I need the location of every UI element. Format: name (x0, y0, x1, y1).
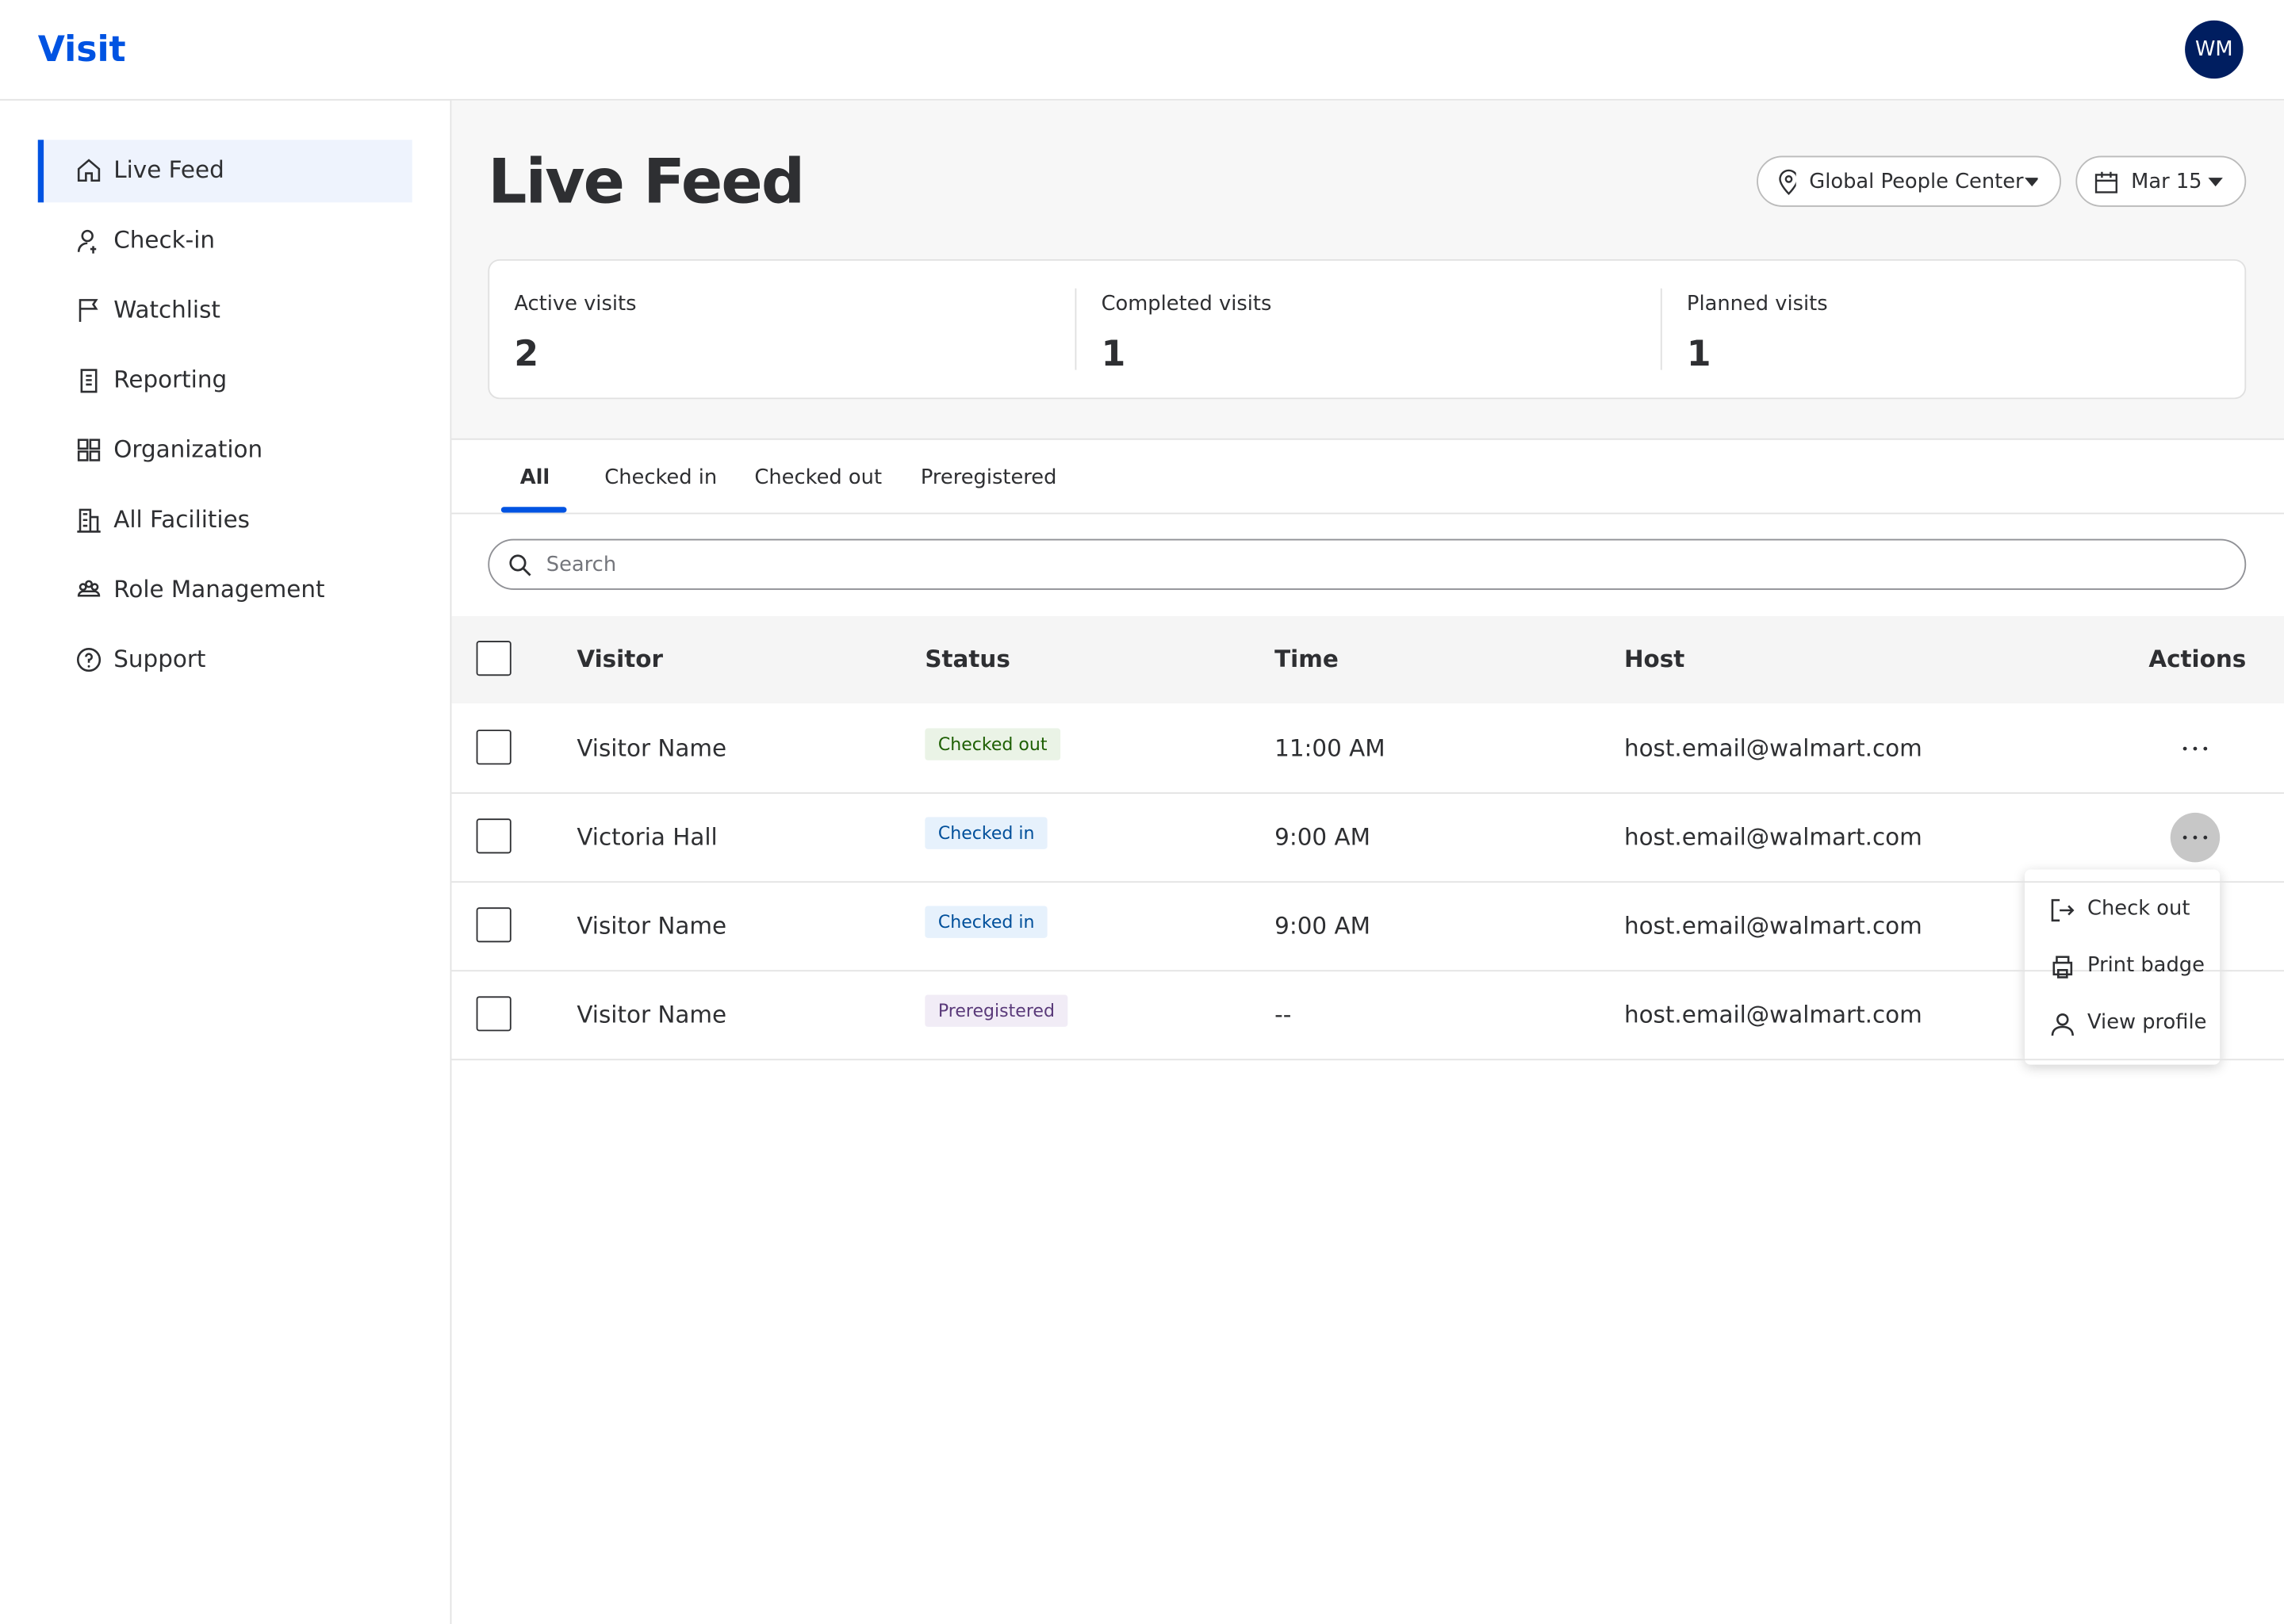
search-placeholder: Search (546, 553, 617, 576)
location-text: Global People Center (1809, 169, 2024, 193)
host-email: host.email@walmart.com (1623, 822, 1922, 851)
nav-item[interactable]: Watchlist (113, 295, 220, 324)
table-header-cell: Visitor (577, 645, 663, 673)
stats-card (488, 259, 2247, 400)
visitor-name: Visitor Name (577, 1000, 727, 1028)
nav-icon (76, 437, 102, 465)
nav-item[interactable]: Live Feed (113, 155, 224, 184)
search-box[interactable]: Search (488, 538, 2247, 590)
avatar[interactable]: WM (2185, 20, 2244, 79)
select-all-checkbox[interactable] (476, 641, 512, 676)
row-checkbox[interactable] (476, 730, 512, 765)
tab[interactable]: Checked out (754, 465, 883, 490)
date-filter[interactable]: Mar 15 (2075, 155, 2247, 207)
table-header-cell: Time (1274, 645, 1339, 673)
stat-label: Planned visits (1686, 293, 1828, 316)
visit-time: -- (1274, 1000, 1292, 1028)
calendar-icon (2094, 170, 2117, 193)
nav-icon (76, 647, 102, 675)
status-text: Checked out (925, 728, 1061, 760)
row-checkbox[interactable] (476, 907, 512, 943)
visit-time: 9:00 AM (1274, 822, 1370, 851)
menu-item[interactable]: View profile (2087, 1010, 2207, 1035)
menu-item[interactable]: Print badge (2087, 954, 2205, 978)
row-checkbox[interactable] (476, 818, 512, 854)
status-text: Preregistered (925, 994, 1068, 1027)
nav-item[interactable]: Reporting (113, 366, 228, 393)
nav-icon (76, 157, 102, 185)
stat-label: Active visits (514, 293, 637, 316)
nav-item[interactable]: All Facilities (113, 505, 250, 534)
status-badge: Checked in (925, 817, 1048, 849)
status-badge: Checked out (925, 728, 1061, 760)
caret (2208, 177, 2223, 186)
status-text: Checked in (925, 906, 1048, 938)
table-header-cell: Actions (2148, 645, 2247, 673)
visitor-name: Victoria Hall (577, 822, 718, 851)
tab[interactable]: Checked in (604, 465, 718, 490)
caret (2025, 177, 2038, 186)
table-header-cell: Status (925, 645, 1010, 673)
host-email: host.email@walmart.com (1623, 733, 1922, 762)
stat-divider (1660, 288, 1662, 370)
table-header (451, 615, 2284, 704)
pin-icon (1779, 168, 1796, 195)
nav-item[interactable]: Check-in (113, 225, 216, 254)
page-title: Live Feed (488, 145, 805, 217)
stat-label: Completed visits (1101, 293, 1272, 316)
stat-value: 1 (1101, 333, 1126, 375)
row-divider (451, 970, 2284, 972)
nav-active-bg (37, 140, 412, 203)
search-icon (509, 553, 531, 576)
stat-value: 2 (514, 333, 539, 375)
row-checkbox[interactable] (476, 996, 512, 1032)
menu-icon (2049, 897, 2075, 923)
status-text: Checked in (925, 817, 1048, 849)
row-actions-button-active[interactable] (2169, 811, 2221, 864)
sidebar (0, 100, 452, 1624)
location-filter[interactable]: Global People Center (1757, 155, 2061, 207)
nav-item[interactable]: Support (113, 645, 206, 673)
row-actions-button[interactable] (2178, 737, 2213, 760)
host-email: host.email@walmart.com (1623, 911, 1922, 940)
tab-underline (500, 507, 567, 513)
nav-item[interactable]: Organization (113, 435, 263, 464)
nav-item[interactable]: Role Management (113, 575, 325, 603)
status-badge: Preregistered (925, 994, 1068, 1027)
menu-icon (2049, 1011, 2075, 1037)
nav-icon (76, 507, 102, 534)
nav-icon (76, 576, 102, 604)
host-email: host.email@walmart.com (1623, 1000, 1922, 1028)
tab-border (451, 512, 2284, 515)
row-divider (451, 792, 2284, 795)
stat-divider (1075, 288, 1077, 370)
visit-time: 11:00 AM (1274, 733, 1385, 762)
stat-value: 1 (1686, 333, 1711, 375)
nav-icon (76, 367, 102, 395)
tab[interactable]: All (519, 465, 550, 490)
status-badge: Checked in (925, 906, 1048, 938)
actions-menu (2025, 869, 2221, 1065)
menu-icon (2049, 954, 2075, 980)
tab[interactable]: Preregistered (920, 465, 1057, 490)
nav-icon (76, 228, 102, 255)
menu-item[interactable]: Check out (2087, 897, 2190, 921)
visitor-name: Visitor Name (577, 733, 727, 762)
table-header-cell: Host (1623, 645, 1685, 673)
logo[interactable]: Visit (37, 29, 126, 71)
visit-time: 9:00 AM (1274, 911, 1370, 940)
row-divider (451, 881, 2284, 883)
row-divider (451, 1059, 2284, 1061)
nav-icon (76, 297, 102, 325)
visitor-name: Visitor Name (577, 911, 727, 940)
date-text: Mar 15 (2131, 169, 2202, 193)
top-bar (0, 0, 2284, 101)
